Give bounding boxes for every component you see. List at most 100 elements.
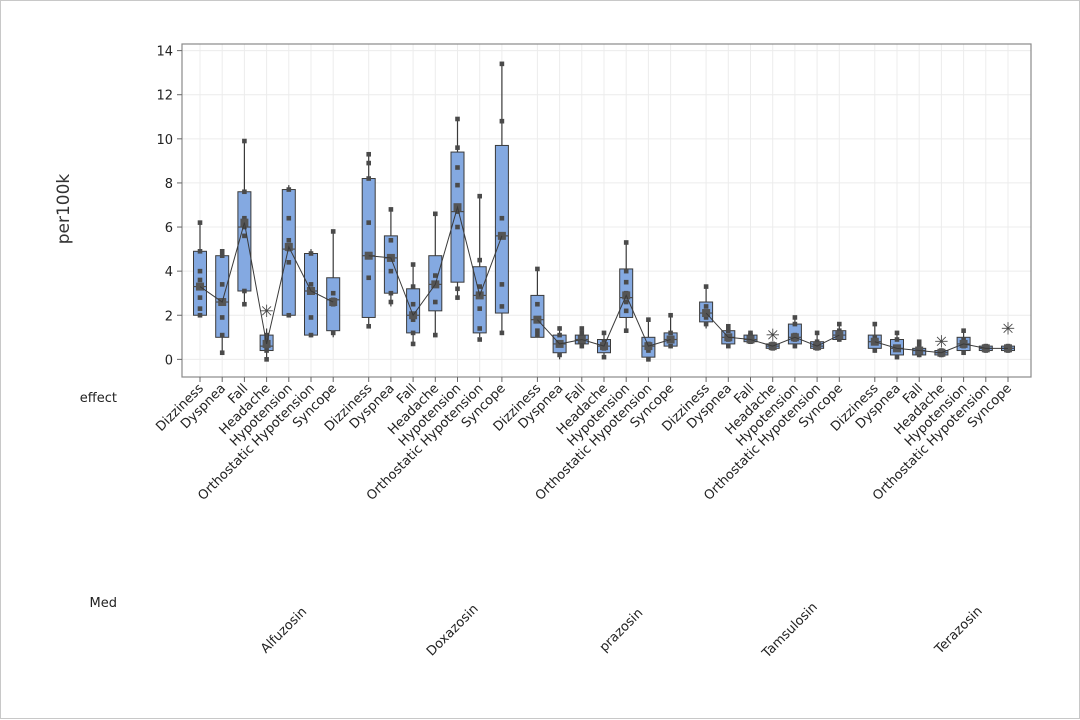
box [494,144,509,314]
med-group-label: prazosin [597,606,646,655]
data-point [242,215,247,221]
data-point [433,332,438,338]
y-tick-label: 12 [156,89,173,104]
data-point [197,312,203,318]
data-point [264,348,269,353]
data-point [433,299,438,305]
data-point [477,337,482,342]
data-point [703,321,709,327]
outlier-marker: ✳ [1001,319,1015,339]
data-point [477,306,482,311]
data-point [916,343,922,349]
data-point [668,330,673,336]
data-point [433,211,438,217]
data-point [837,321,842,327]
data-point [623,268,629,274]
data-point [601,354,607,360]
data-point [242,138,247,144]
outlier-marker: ✳ [934,333,948,353]
data-point [286,215,292,221]
box [215,255,230,338]
data-point [388,290,394,296]
data-point [814,339,820,345]
data-point [668,312,673,318]
data-point [242,224,247,230]
data-point [477,326,482,331]
data-point [792,315,798,320]
data-point [535,301,540,307]
data-point [286,260,292,265]
data-point [961,350,966,356]
data-point [410,262,416,267]
box [281,189,296,316]
med-group-label: Tamsulosin [759,600,821,662]
data-point [219,248,225,254]
data-point [410,317,416,322]
data-point [916,339,922,345]
box [237,191,252,292]
data-point [499,215,505,221]
box-series: ✳ ✳ ✳ ✳ [193,61,1015,362]
data-point [535,266,540,272]
box [361,178,376,318]
data-point [219,350,225,356]
data-point [535,328,540,333]
data-point [748,330,753,336]
data-point [455,116,460,122]
data-point [330,290,336,296]
data-point [410,330,416,336]
data-point [242,189,247,195]
data-point [366,151,371,157]
row-label-effect: effect [80,391,117,406]
data-point [872,335,878,340]
data-point [894,354,900,360]
mean-marker [196,282,204,291]
data-point [623,279,629,285]
data-point [366,275,371,281]
data-point [579,343,585,349]
data-point [286,237,292,243]
data-point [286,312,292,318]
data-point [499,330,505,336]
mean-marker [533,315,542,324]
outlier-marker: ✳ [766,326,780,346]
x-axis: DizzinessDyspneaFallHeadacheHypotensionO… [153,377,1015,662]
data-point [219,315,225,320]
row-label-med: Med [90,596,117,611]
data-point [579,326,585,331]
y-axis-title: per100k [54,174,74,245]
data-point [366,220,371,225]
data-point [894,337,900,342]
data-point [242,288,247,294]
mean-connect-line [705,312,840,347]
data-point [579,330,585,336]
data-point [557,326,562,331]
data-point [703,304,709,309]
data-point [330,229,336,234]
y-axis: 0 2 4 6 8 10 12 14 [156,45,182,368]
y-tick-label: 14 [156,45,173,60]
data-point [388,237,394,243]
data-point [814,330,820,336]
data-point [499,118,505,124]
y-tick-label: 2 [165,309,173,324]
data-point [499,61,505,67]
y-tick-label: 0 [165,353,173,368]
data-point [601,339,607,345]
data-point [623,299,629,305]
data-point [726,323,731,329]
data-point [308,332,314,338]
data-point [455,145,460,150]
data-point [837,337,842,342]
data-point [219,332,225,338]
data-point [646,348,651,353]
box [383,235,398,294]
data-point [646,317,651,322]
data-point [792,321,798,327]
data-point [499,282,505,287]
data-point [286,187,292,192]
data-point [455,165,460,170]
data-point [477,193,482,199]
